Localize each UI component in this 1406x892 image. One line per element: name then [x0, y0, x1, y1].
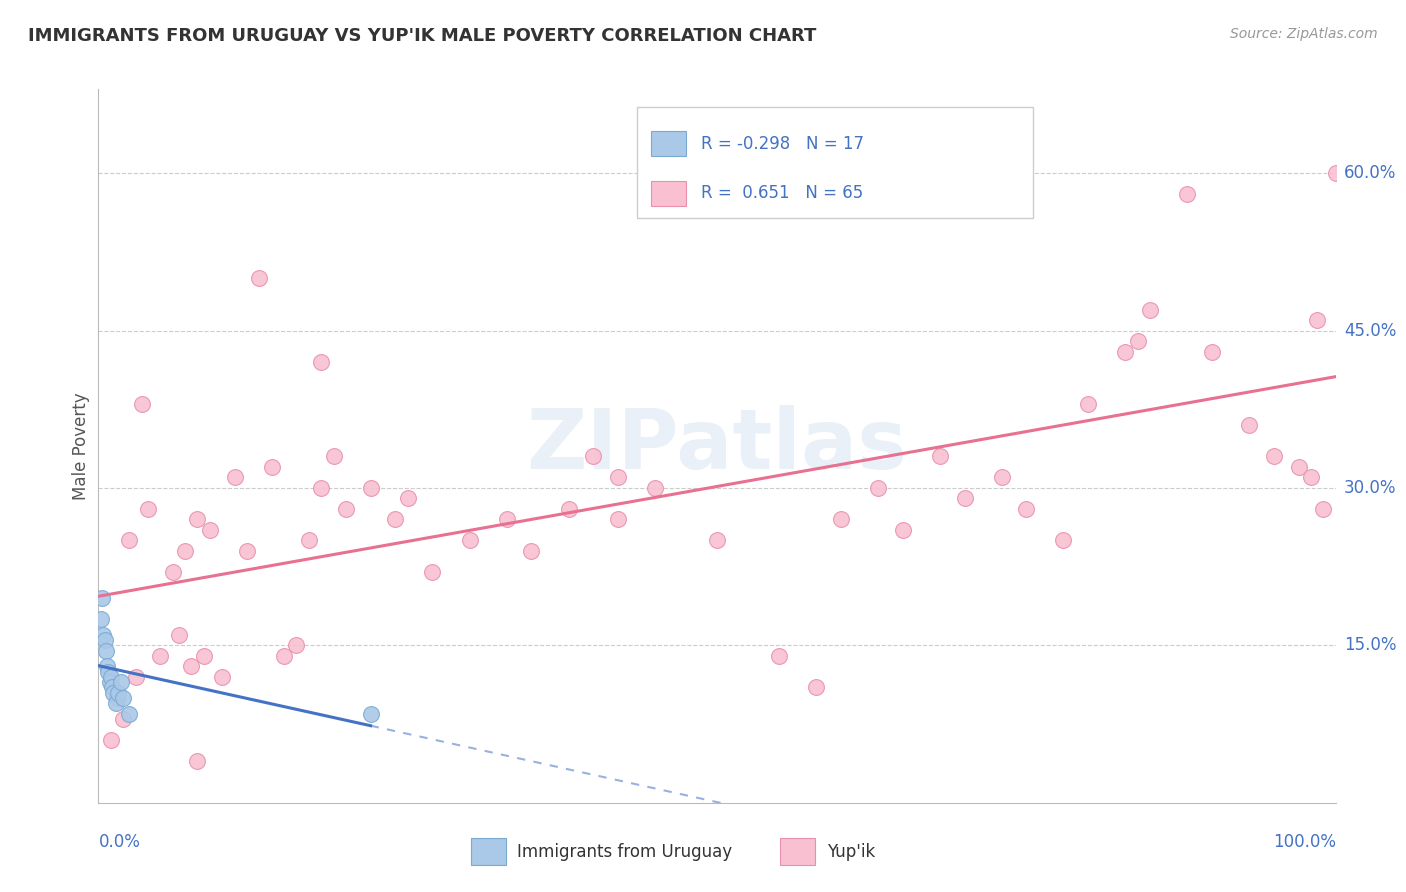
- Text: 100.0%: 100.0%: [1272, 833, 1336, 851]
- Point: [335, 502, 357, 516]
- Point: [953, 491, 976, 506]
- Text: R = -0.298   N = 17: R = -0.298 N = 17: [702, 135, 863, 153]
- Point: [1139, 302, 1161, 317]
- Point: [98, 675, 121, 690]
- Point: [866, 481, 889, 495]
- Point: [855, 197, 877, 211]
- Point: [273, 648, 295, 663]
- Point: [103, 685, 125, 699]
- Point: [422, 565, 444, 579]
- Point: [768, 648, 790, 663]
- Point: [495, 512, 517, 526]
- Point: [112, 690, 135, 705]
- Point: [211, 670, 233, 684]
- Text: Yup'ik: Yup'ik: [827, 843, 875, 861]
- Text: Immigrants from Uruguay: Immigrants from Uruguay: [517, 843, 733, 861]
- Text: 0.0%: 0.0%: [98, 833, 141, 851]
- Point: [247, 271, 270, 285]
- Point: [1114, 344, 1136, 359]
- Point: [105, 690, 128, 705]
- Point: [97, 665, 120, 679]
- Point: [360, 706, 382, 721]
- Point: [236, 544, 259, 558]
- Point: [309, 481, 332, 495]
- Point: [1263, 450, 1285, 464]
- Point: [100, 732, 122, 747]
- Y-axis label: Male Poverty: Male Poverty: [72, 392, 90, 500]
- Point: [101, 681, 124, 695]
- Point: [644, 481, 666, 495]
- Point: [990, 470, 1012, 484]
- Point: [1175, 187, 1198, 202]
- Point: [149, 648, 172, 663]
- Point: [322, 450, 344, 464]
- Point: [830, 512, 852, 526]
- Point: [396, 491, 419, 506]
- Point: [118, 706, 141, 721]
- Point: [112, 712, 135, 726]
- Point: [1312, 502, 1334, 516]
- Point: [193, 648, 215, 663]
- Point: [607, 470, 630, 484]
- Text: IMMIGRANTS FROM URUGUAY VS YUP'IK MALE POVERTY CORRELATION CHART: IMMIGRANTS FROM URUGUAY VS YUP'IK MALE P…: [28, 27, 817, 45]
- Point: [186, 512, 208, 526]
- Point: [582, 450, 605, 464]
- Point: [260, 460, 283, 475]
- Point: [124, 670, 146, 684]
- Text: Source: ZipAtlas.com: Source: ZipAtlas.com: [1230, 27, 1378, 41]
- Point: [298, 533, 321, 548]
- Point: [96, 659, 118, 673]
- Point: [186, 754, 208, 768]
- Text: 30.0%: 30.0%: [1344, 479, 1396, 497]
- Point: [285, 639, 308, 653]
- Point: [174, 544, 197, 558]
- Point: [107, 685, 129, 699]
- Text: 45.0%: 45.0%: [1344, 321, 1396, 340]
- Point: [458, 533, 481, 548]
- Point: [93, 628, 115, 642]
- Point: [1201, 344, 1223, 359]
- Text: ZIPatlas: ZIPatlas: [527, 406, 907, 486]
- Point: [104, 696, 127, 710]
- Point: [224, 470, 246, 484]
- Point: [100, 670, 122, 684]
- Point: [90, 612, 112, 626]
- Point: [1126, 334, 1149, 348]
- Point: [1306, 313, 1329, 327]
- Point: [1077, 397, 1099, 411]
- Point: [804, 681, 827, 695]
- FancyBboxPatch shape: [637, 107, 1032, 218]
- Point: [1015, 502, 1038, 516]
- Point: [1052, 533, 1074, 548]
- Point: [167, 628, 190, 642]
- Point: [1288, 460, 1310, 475]
- Point: [1237, 417, 1260, 432]
- Bar: [651, 181, 686, 206]
- Point: [118, 533, 141, 548]
- Point: [607, 512, 630, 526]
- Text: 60.0%: 60.0%: [1344, 164, 1396, 182]
- Point: [384, 512, 406, 526]
- Point: [162, 565, 184, 579]
- Point: [1324, 166, 1347, 180]
- Bar: [651, 131, 686, 156]
- Point: [93, 633, 115, 648]
- Point: [180, 659, 202, 673]
- Point: [520, 544, 543, 558]
- Point: [557, 502, 579, 516]
- Point: [706, 533, 728, 548]
- Point: [131, 397, 153, 411]
- Point: [94, 643, 117, 657]
- Point: [928, 450, 950, 464]
- Point: [198, 523, 221, 537]
- Point: [1299, 470, 1322, 484]
- Text: R =  0.651   N = 65: R = 0.651 N = 65: [702, 185, 863, 202]
- Point: [91, 591, 114, 606]
- Point: [360, 481, 382, 495]
- Point: [309, 355, 332, 369]
- Text: 15.0%: 15.0%: [1344, 636, 1396, 655]
- Point: [110, 675, 132, 690]
- Point: [136, 502, 159, 516]
- Point: [891, 523, 914, 537]
